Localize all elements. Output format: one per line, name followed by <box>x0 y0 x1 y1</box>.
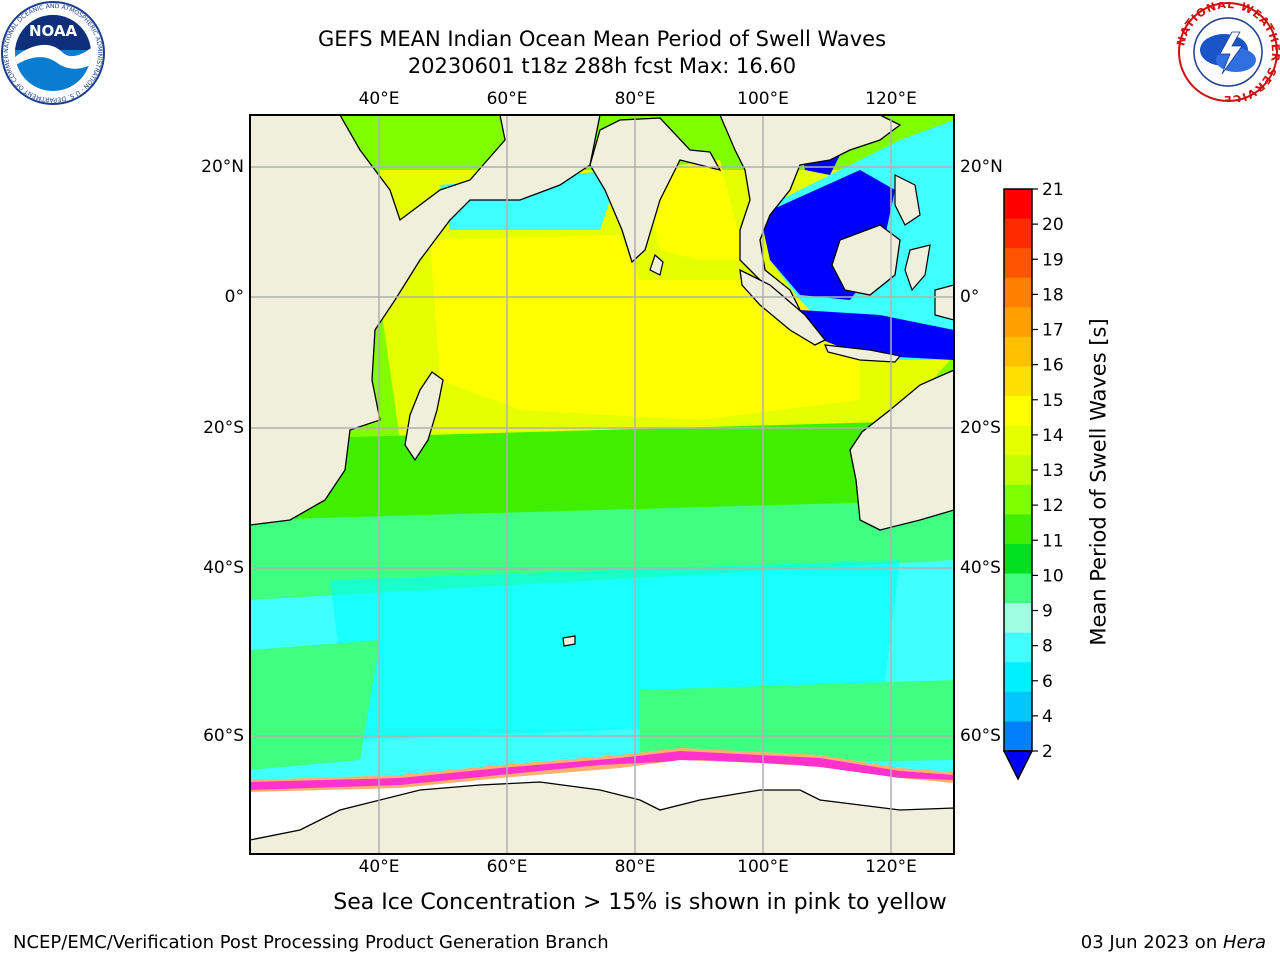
lat-tick-right-20s: 20°S <box>960 418 1001 438</box>
lat-tick-left-20n: 20°N <box>201 157 244 177</box>
lon-tick-bottom-100e: 100°E <box>737 857 789 877</box>
lat-tick-left-60s: 60°S <box>203 726 244 746</box>
lat-tick-left-40s: 40°S <box>203 558 244 578</box>
lon-tick-top-80e: 80°E <box>614 89 656 109</box>
colorbar-tick-label: 2 <box>1042 742 1053 762</box>
colorbar-segment <box>1004 662 1032 693</box>
colorbar-segment <box>1004 632 1032 663</box>
colorbar-segment <box>1004 336 1032 367</box>
colorbar-segment <box>1004 543 1032 575</box>
lon-tick-bottom-40e: 40°E <box>358 857 400 877</box>
colorbar-tick-label: 19 <box>1042 250 1064 270</box>
colorbar-under-arrow <box>1002 750 1034 781</box>
colorbar-tick-label: 12 <box>1042 496 1064 516</box>
colorbar-label: Mean Period of Swell Waves [s] <box>1086 318 1111 646</box>
lat-tick-right-20n: 20°N <box>960 157 1003 177</box>
nws-logo: NATIONAL WEATHER SERVICE <box>1176 2 1280 102</box>
lon-tick-top-100e: 100°E <box>737 89 789 109</box>
lat-tick-right-40s: 40°S <box>960 558 1001 578</box>
colorbar-segment <box>1004 189 1032 220</box>
colorbar-tick-label: 20 <box>1042 215 1064 235</box>
colorbar-tick-label: 9 <box>1042 602 1053 622</box>
colorbar-tick-label: 11 <box>1042 531 1064 551</box>
colorbar-segment <box>1004 396 1032 427</box>
lat-tick-left-0: 0° <box>224 287 244 307</box>
colorbar-tick-label: 10 <box>1042 566 1064 586</box>
lon-tick-bottom-80e: 80°E <box>614 857 656 877</box>
colorbar-tick-label: 15 <box>1042 391 1064 411</box>
noaa-logo: NATIONAL OCEANIC AND ATMOSPHERIC ADMINIS… <box>0 0 105 105</box>
colorbar-segment <box>1004 603 1032 634</box>
lon-tick-top-120e: 120°E <box>865 89 917 109</box>
map-gridlines <box>250 115 954 854</box>
chart-title: GEFS MEAN Indian Ocean Mean Period of Sw… <box>317 27 887 51</box>
lat-tick-right-0: 0° <box>960 287 980 307</box>
lat-tick-right-60s: 60°S <box>960 726 1001 746</box>
sea-ice-note: Sea Ice Concentration > 15% is shown in … <box>333 890 947 915</box>
colorbar-tick-label: 17 <box>1042 321 1064 341</box>
colorbar-tick-label: 16 <box>1042 356 1064 376</box>
chart-subtitle: 20230601 t18z 288h fcst Max: 16.60 <box>407 54 797 78</box>
colorbar-segment <box>1004 277 1032 308</box>
colorbar-tick-label: 8 <box>1042 637 1053 657</box>
footer-date-text: 03 Jun 2023 on <box>1080 932 1223 953</box>
colorbar-segment <box>1004 573 1032 604</box>
colorbar-segment <box>1004 691 1032 722</box>
colorbar-segment <box>1004 307 1032 338</box>
lon-tick-bottom-120e: 120°E <box>865 857 917 877</box>
footer-credit: NCEP/EMC/Verification Post Processing Pr… <box>13 932 609 953</box>
colorbar-tick-label: 4 <box>1042 707 1053 727</box>
colorbar-segment <box>1004 514 1032 545</box>
lon-tick-bottom-60e: 60°E <box>486 857 528 877</box>
colorbar-segment <box>1004 366 1032 397</box>
lat-tick-left-20s: 20°S <box>203 418 244 438</box>
colorbar-tick-label: 18 <box>1042 285 1064 305</box>
map-frame <box>249 114 955 855</box>
colorbar-tick-label: 21 <box>1042 180 1064 200</box>
colorbar-tick-label: 13 <box>1042 461 1064 481</box>
footer-host: Hera <box>1222 932 1266 953</box>
colorbar: 21 20 19 18 17 16 15 14 13 12 11 10 9 8 6 4 2 <box>1002 180 1064 781</box>
footer-date: 03 Jun 2023 on Hera <box>1081 932 1266 953</box>
colorbar-segment <box>1004 484 1032 515</box>
colorbar-tick-label: 14 <box>1042 426 1064 446</box>
colorbar-segment <box>1004 218 1032 249</box>
lon-tick-top-60e: 60°E <box>486 89 528 109</box>
colorbar-segment <box>1004 248 1032 279</box>
lon-tick-top-40e: 40°E <box>358 89 400 109</box>
colorbar-tick-label: 6 <box>1042 672 1053 692</box>
colorbar-segment <box>1004 721 1032 752</box>
noaa-logo-text: NOAA <box>29 22 78 40</box>
colorbar-segment <box>1004 425 1032 456</box>
colorbar-segment <box>1004 455 1032 486</box>
